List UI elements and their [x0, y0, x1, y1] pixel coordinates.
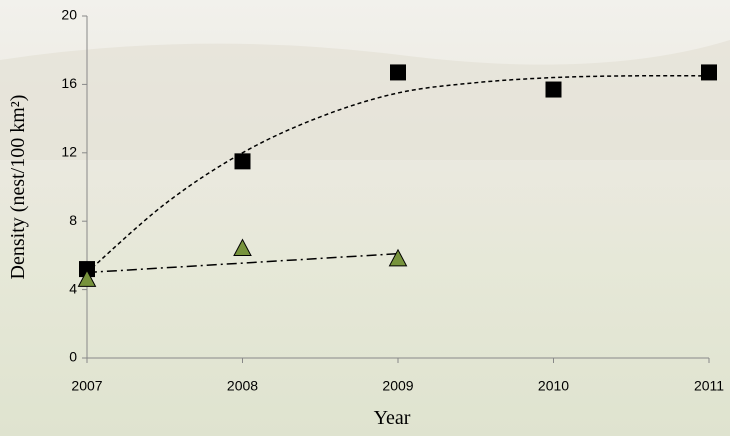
y-tick-label: 16 [61, 75, 77, 91]
x-axis-title: Year [374, 407, 411, 429]
triangle-marker [388, 248, 408, 267]
triangle-marker [77, 269, 97, 287]
x-tick-label: 2009 [382, 378, 413, 394]
x-tick-label: 2007 [71, 378, 102, 394]
x-tick-label: 2011 [694, 378, 724, 394]
x-tick-label: 2010 [538, 378, 569, 394]
square-marker [390, 64, 406, 81]
y-tick-label: 8 [69, 212, 77, 228]
y-tick-label: 0 [69, 349, 77, 365]
square-marker [701, 64, 717, 81]
y-tick-label: 12 [61, 144, 77, 160]
square-marker [234, 153, 251, 170]
x-tick-label: 2008 [227, 378, 258, 394]
trend-line [86, 74, 710, 274]
trend-line [86, 252, 399, 274]
triangle-marker [233, 238, 252, 257]
y-axis-title: Density (nest/100 km²) [7, 95, 29, 280]
y-tick-label: 4 [69, 280, 77, 296]
background-hills [0, 40, 730, 160]
square-marker [79, 261, 95, 278]
y-tick-label: 20 [61, 7, 77, 23]
square-marker [545, 81, 562, 98]
